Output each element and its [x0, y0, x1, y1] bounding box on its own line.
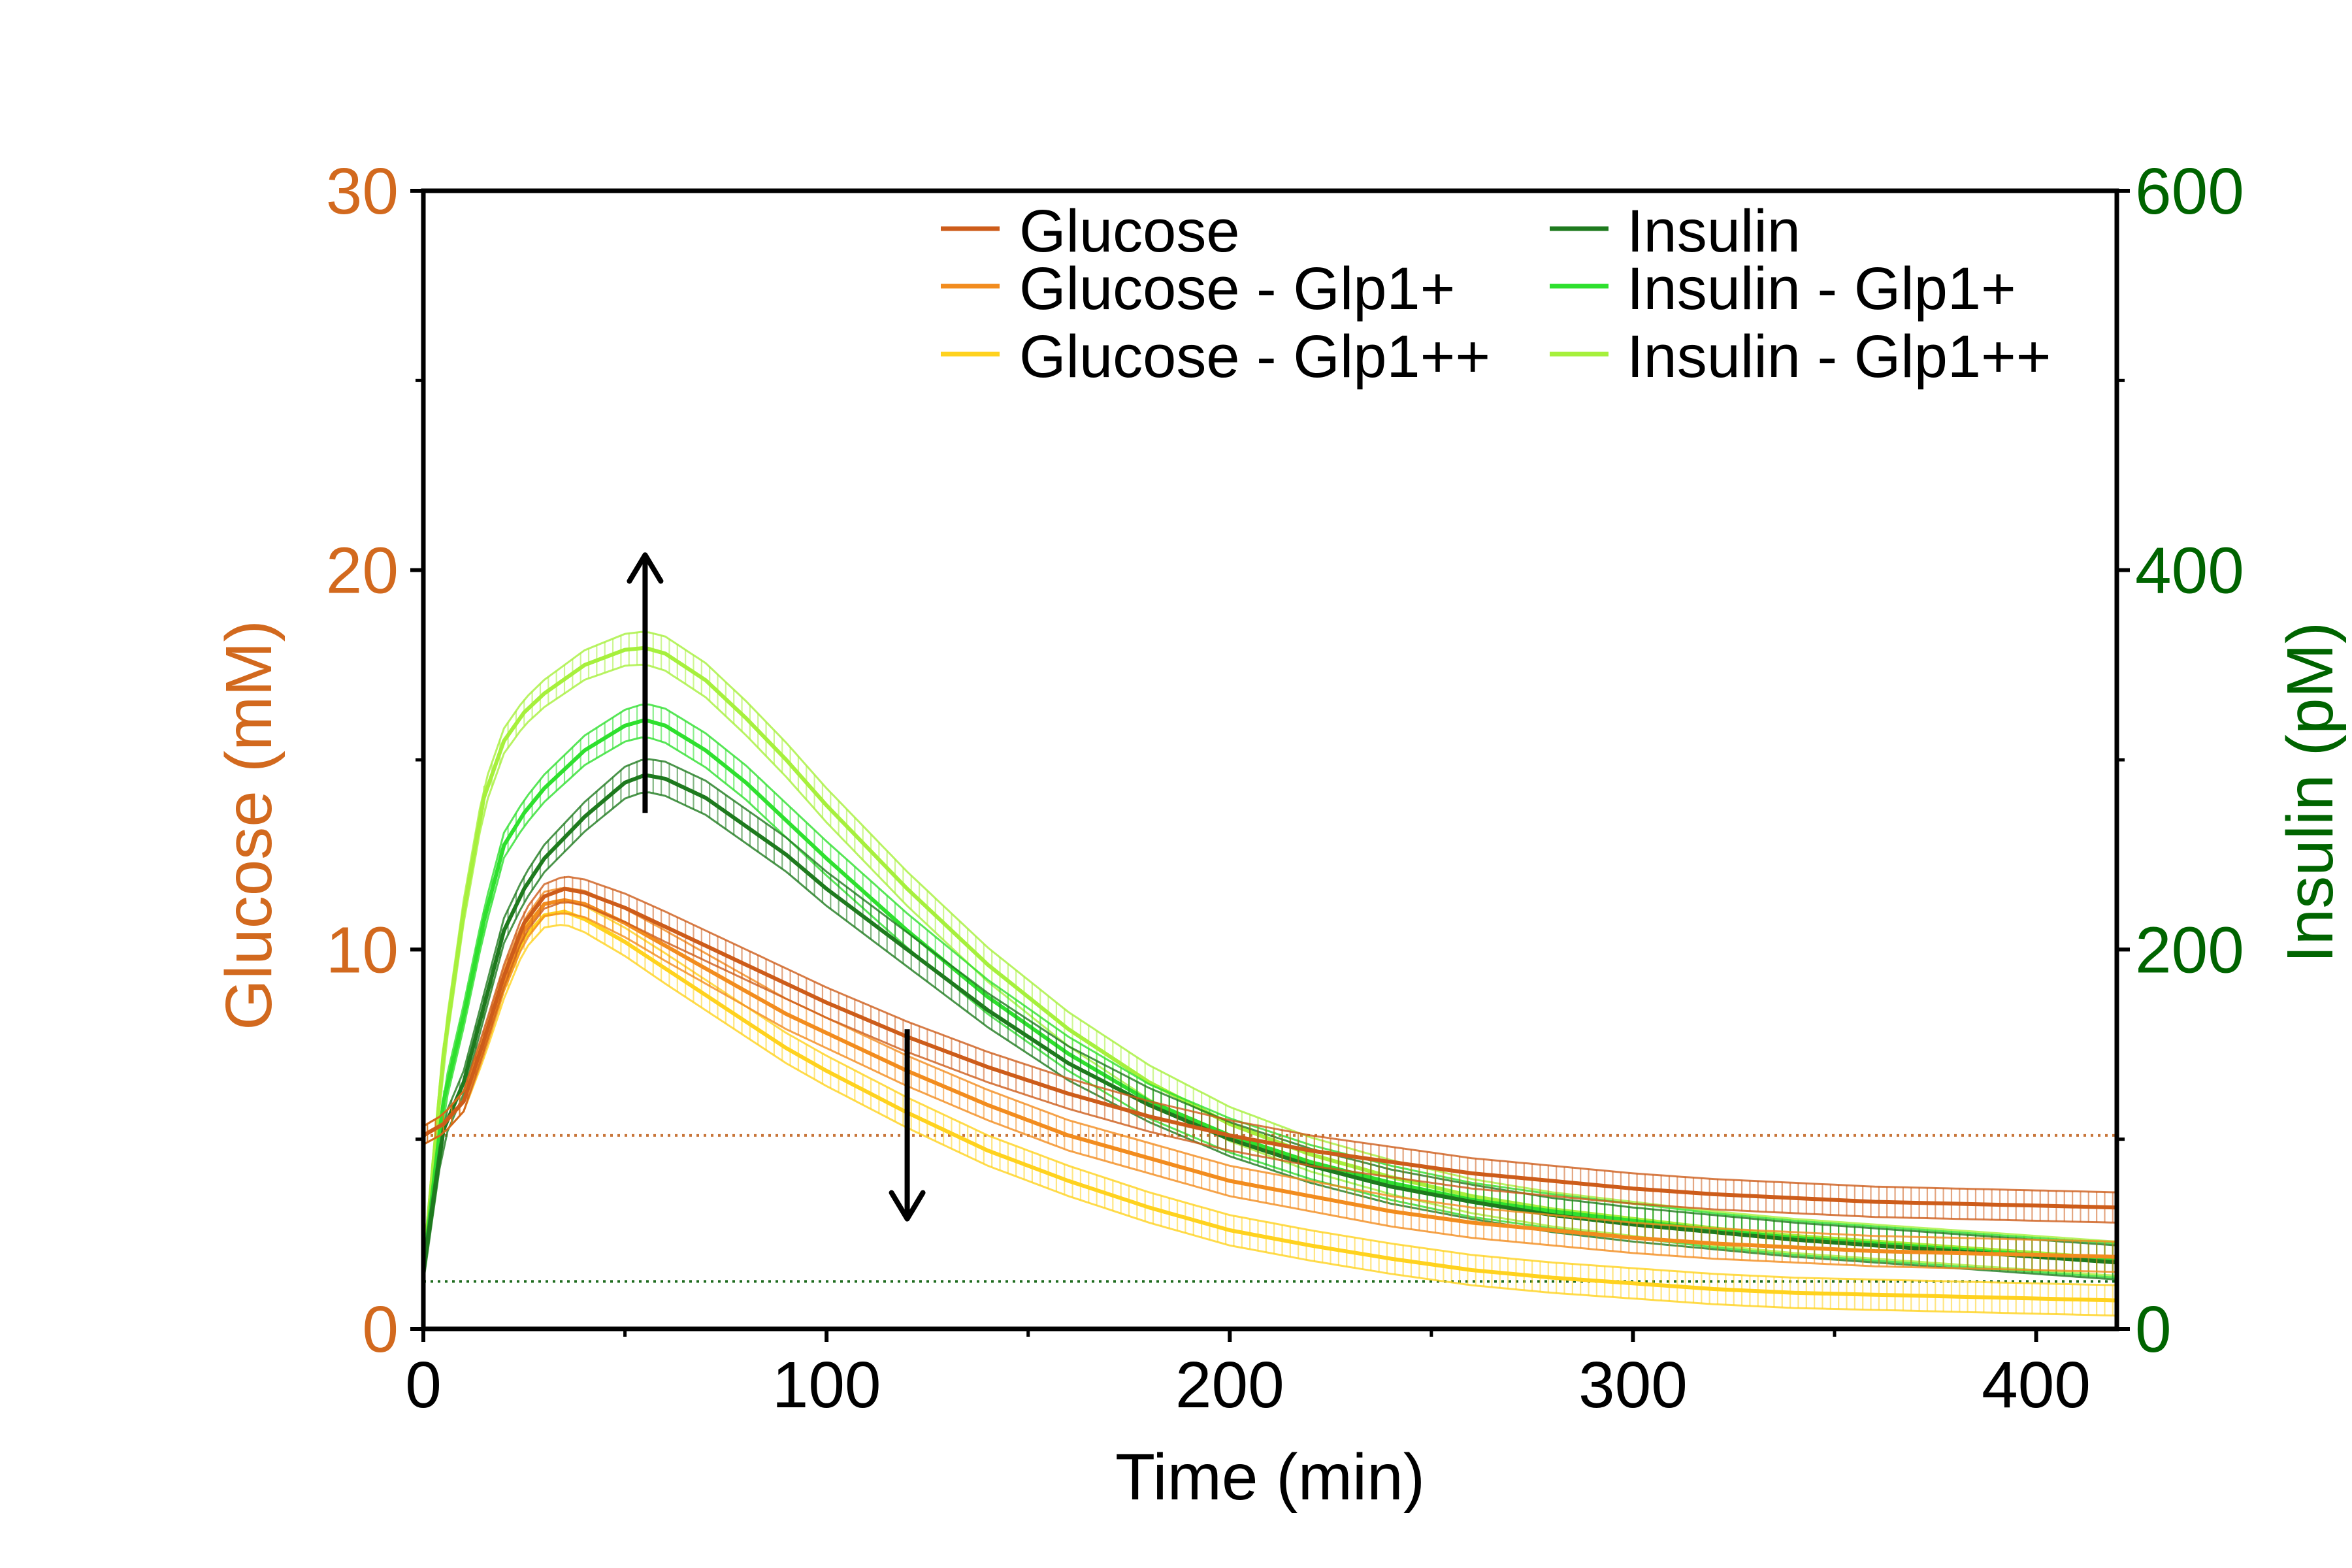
right-tick-label: 600	[2135, 155, 2244, 228]
left-tick-label: 30	[326, 155, 399, 228]
x-axis-ticks: 0 100 200 300 400	[405, 1329, 2091, 1422]
series-band-edge	[423, 898, 2117, 1286]
right-tick-label: 200	[2135, 913, 2244, 987]
x-tick-label: 100	[772, 1348, 881, 1422]
series-band-edge	[422, 703, 2117, 1262]
right-axis-ticks: 0 200 400 600	[2117, 155, 2244, 1366]
legend-item: Insulin - Glp1++	[1550, 323, 2051, 390]
left-tick-label: 20	[326, 534, 399, 608]
legend-label: Glucose - Glp1++	[1019, 323, 1490, 390]
right-tick-label: 400	[2135, 534, 2244, 608]
right-axis-label: Insulin (pM)	[2274, 622, 2347, 963]
reference-lines	[423, 1134, 2117, 1283]
series-band-edge	[423, 875, 2117, 1194]
series-band-edge	[423, 924, 2117, 1317]
legend-item: Glucose - Glp1++	[941, 323, 1490, 390]
series-line	[421, 773, 2117, 1273]
x-tick-label: 200	[1175, 1348, 1284, 1422]
x-tick-label: 400	[1982, 1348, 2091, 1422]
x-axis-label: Time (min)	[1115, 1441, 1425, 1514]
series-band-edge	[423, 912, 2117, 1273]
left-tick-label: 0	[362, 1293, 399, 1366]
arrow-down-icon	[889, 1190, 926, 1222]
x-tick-label: 0	[405, 1348, 442, 1422]
series-band-edge	[422, 758, 2117, 1262]
legend-label: Insulin	[1627, 198, 1801, 265]
legend-label: Glucose - Glp1+	[1019, 255, 1455, 322]
legend-item: Glucose - Glp1+	[941, 255, 1455, 322]
series-band-edge	[422, 663, 2117, 1282]
left-axis-ticks: 0 10 20 30	[326, 155, 423, 1366]
x-tick-label: 300	[1578, 1348, 1688, 1422]
arrow-up-icon	[627, 552, 664, 584]
legend-item: Insulin - Glp1+	[1550, 255, 2016, 322]
series-layer	[421, 630, 2117, 1317]
legend-label: Glucose	[1019, 198, 1240, 265]
legend-label: Insulin - Glp1++	[1627, 323, 2051, 390]
series-band-edge	[422, 630, 2117, 1262]
series-band-edge	[422, 791, 2117, 1282]
legend-label: Insulin - Glp1+	[1627, 255, 2016, 322]
series-band-edge	[423, 901, 2117, 1224]
left-tick-label: 10	[326, 913, 399, 987]
annotations	[627, 552, 926, 1222]
right-tick-label: 0	[2135, 1293, 2172, 1366]
legend-item: Glucose	[941, 198, 1240, 265]
legend-item: Insulin	[1550, 198, 1801, 265]
series-glucose	[422, 875, 2117, 1224]
series-band-edge	[422, 736, 2117, 1282]
series-band-edge	[423, 887, 2117, 1243]
left-axis-label: Glucose (mM)	[212, 620, 286, 1030]
